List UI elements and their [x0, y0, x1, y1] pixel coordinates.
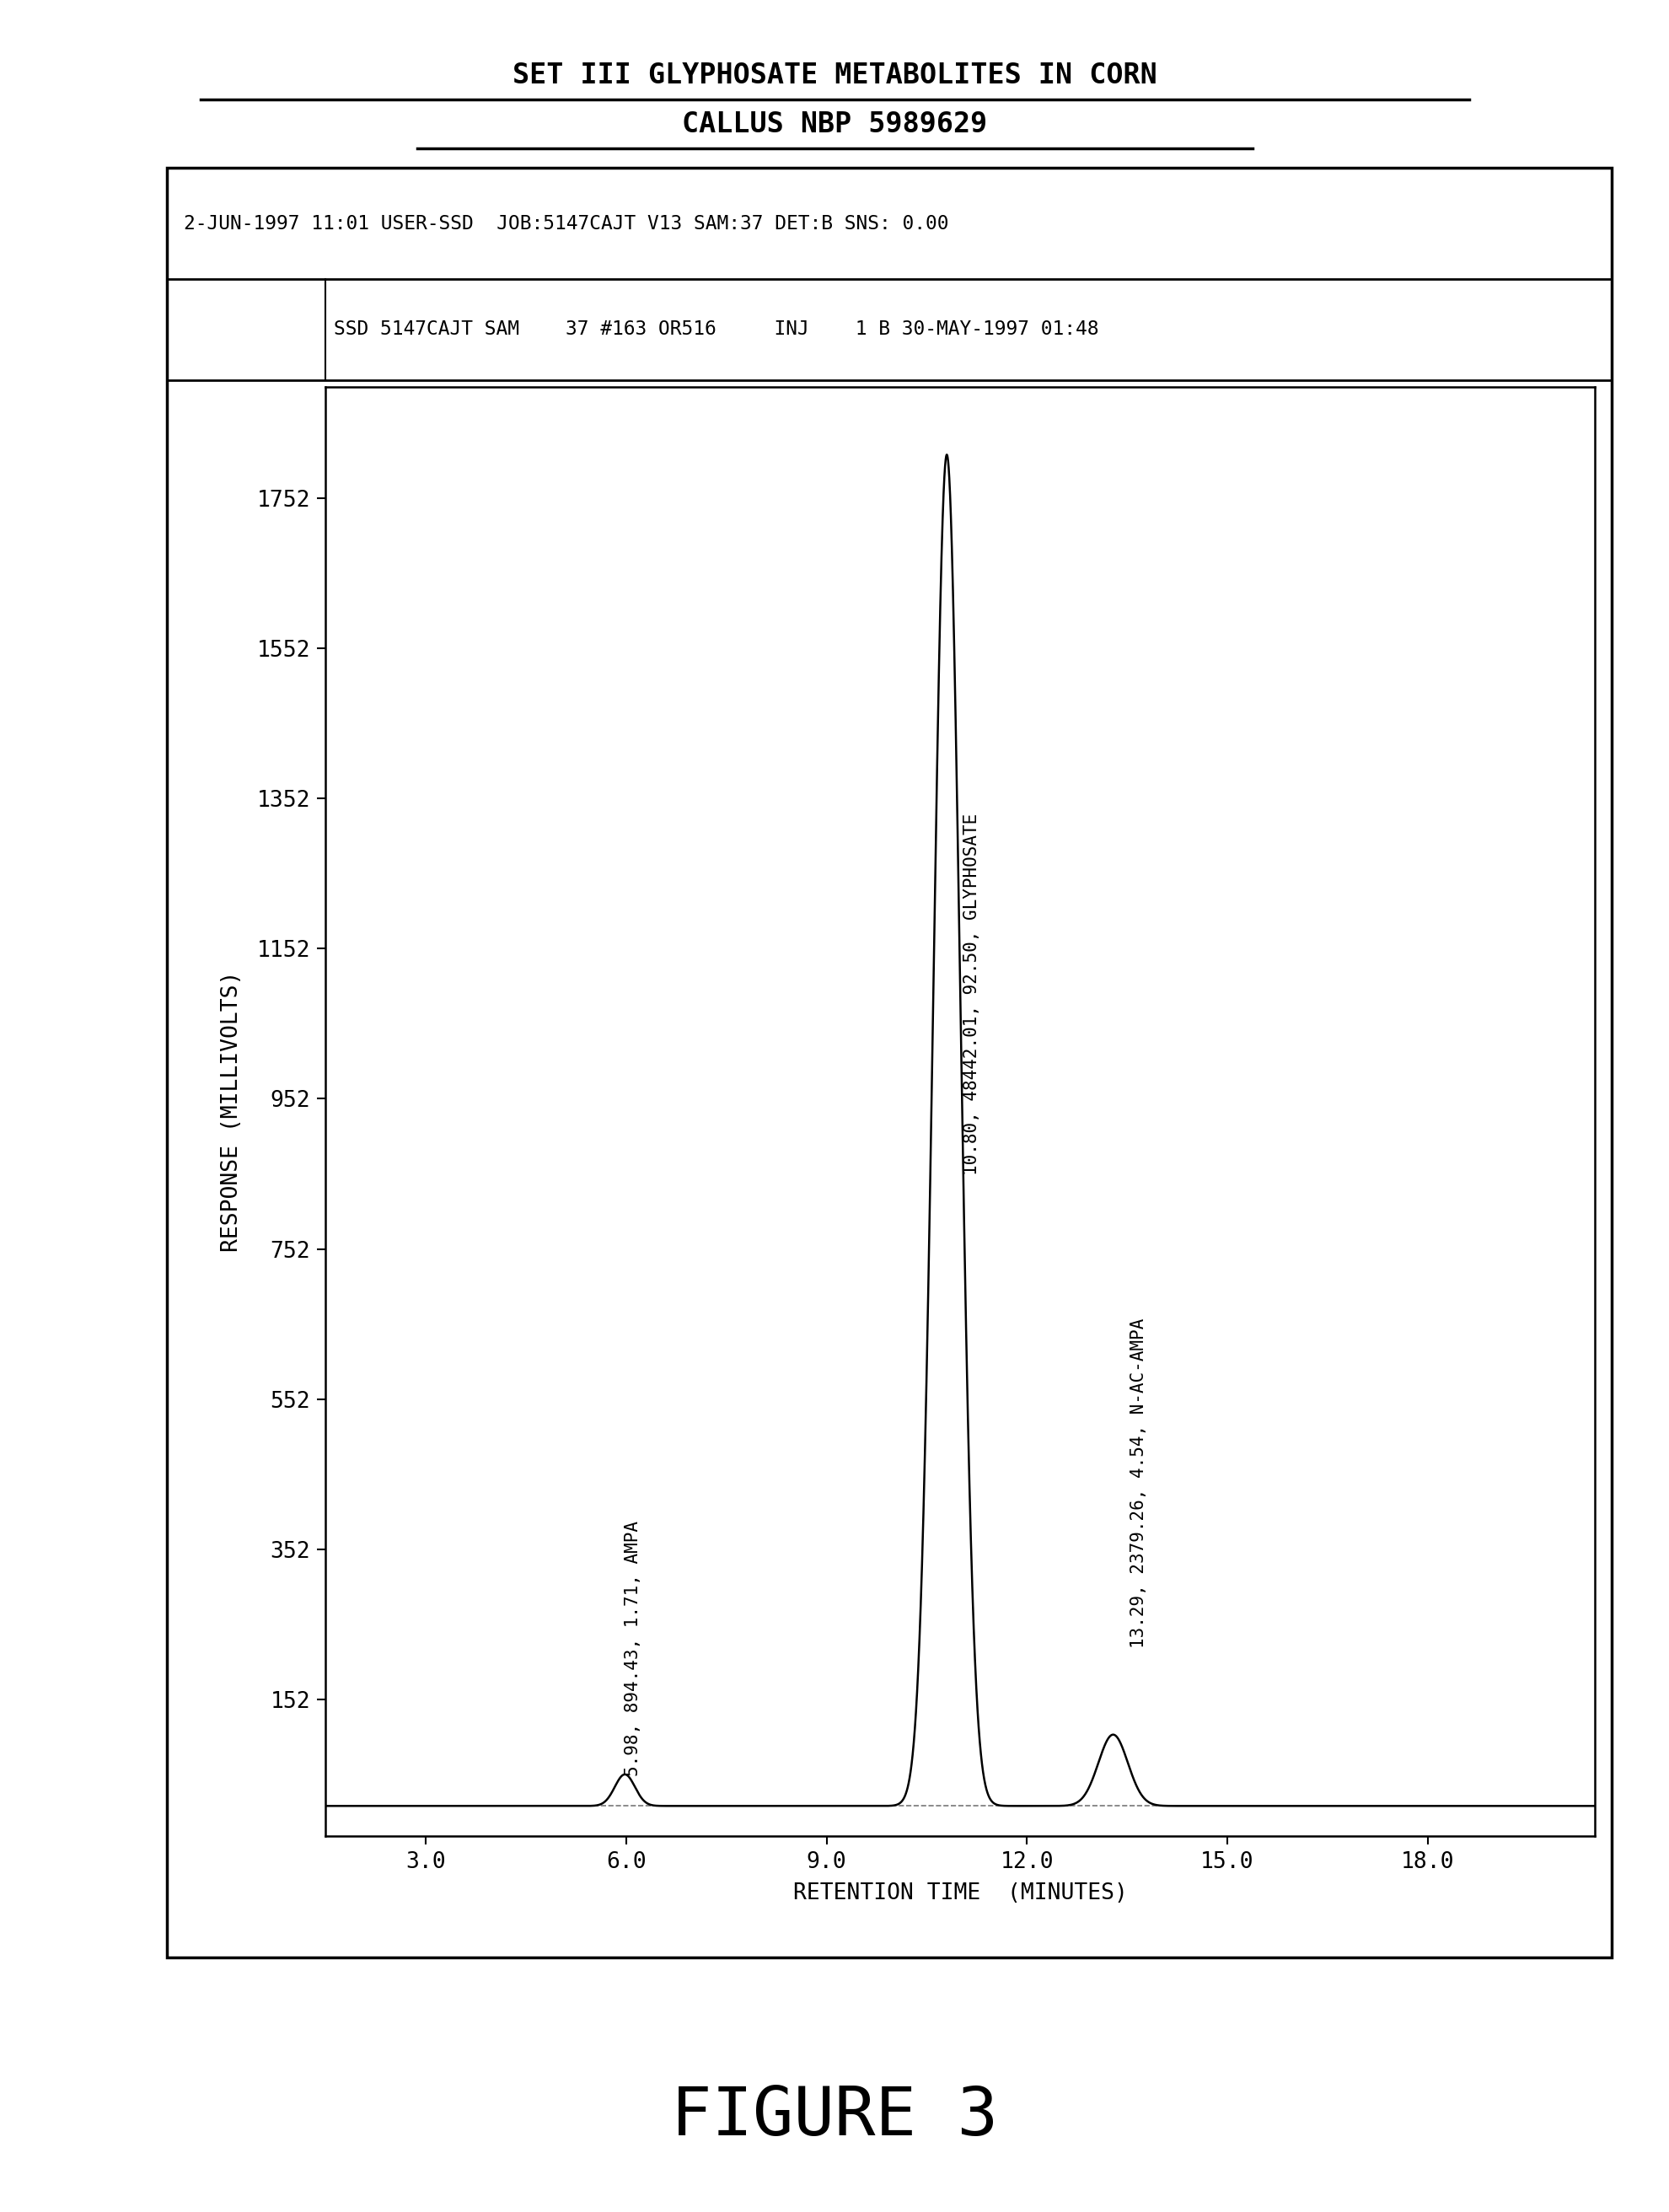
- Text: 5.98, 894.43, 1.71, AMPA: 5.98, 894.43, 1.71, AMPA: [624, 1520, 641, 1776]
- X-axis label: RETENTION TIME  (MINUTES): RETENTION TIME (MINUTES): [793, 1882, 1127, 1905]
- Text: CALLUS NBP 5989629: CALLUS NBP 5989629: [683, 111, 986, 139]
- Text: SSD 5147CAJT SAM    37 #163 OR516     INJ    1 B 30-MAY-1997 01:48: SSD 5147CAJT SAM 37 #163 OR516 INJ 1 B 3…: [334, 321, 1098, 338]
- Text: FIGURE 3: FIGURE 3: [671, 2084, 998, 2150]
- Y-axis label: RESPONSE (MILLIVOLTS): RESPONSE (MILLIVOLTS): [220, 971, 242, 1252]
- Text: SET III GLYPHOSATE METABOLITES IN CORN: SET III GLYPHOSATE METABOLITES IN CORN: [512, 62, 1157, 91]
- Text: 2-JUN-1997 11:01 USER-SSD  JOB:5147CAJT V13 SAM:37 DET:B SNS: 0.00: 2-JUN-1997 11:01 USER-SSD JOB:5147CAJT V…: [184, 215, 948, 232]
- Text: 10.80, 48442.01, 92.50, GLYPHOSATE: 10.80, 48442.01, 92.50, GLYPHOSATE: [963, 814, 980, 1175]
- Text: 13.29, 2379.26, 4.54, N-AC-AMPA: 13.29, 2379.26, 4.54, N-AC-AMPA: [1130, 1318, 1147, 1648]
